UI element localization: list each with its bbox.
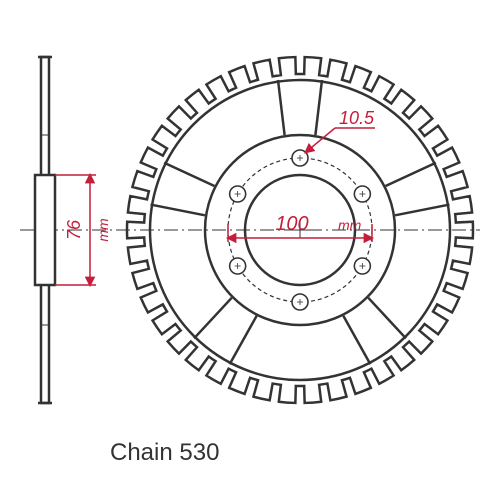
side-hub [35,175,55,285]
dim-100-label: 100 [275,213,308,235]
spoke-edge [230,316,257,364]
spoke-edge [278,80,285,135]
dim-76-unit: mm [95,218,111,242]
spoke-edge [164,163,214,186]
spoke-edge [194,298,232,339]
spoke-edge [368,298,406,339]
spoke-edge [343,316,370,364]
spoke-edge [395,205,449,216]
spoke-edge [315,80,322,135]
spoke-edge [386,163,436,186]
sprocket-diagram: 76 mm 100 mm 10.5 Chain 530 [0,0,500,500]
dim-76-label: 76 [64,219,84,240]
chain-label: Chain 530 [110,439,219,466]
dim-105-label: 10.5 [339,108,375,128]
spoke-edge [151,205,205,216]
dim-100-unit: mm [338,217,362,233]
